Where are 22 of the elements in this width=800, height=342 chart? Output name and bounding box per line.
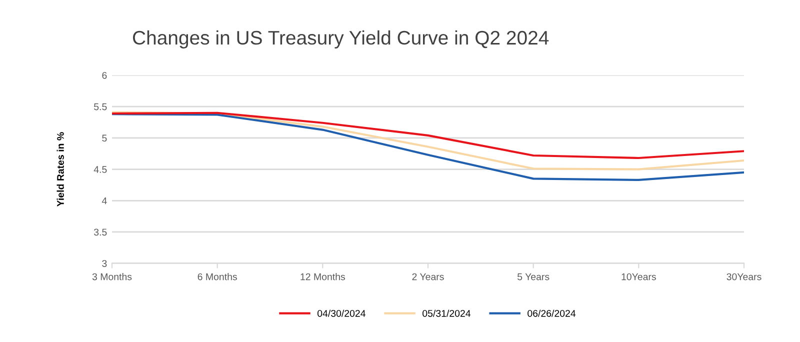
line-series (112, 113, 744, 181)
line-series (112, 112, 744, 160)
y-tick-label: 4.5 (94, 166, 107, 173)
x-tick-label: 12 Months (300, 273, 346, 280)
legend-label: 04/30/2024 (317, 310, 366, 317)
y-tick-label: 3.5 (94, 228, 107, 236)
y-tick-label: 6 (102, 72, 107, 79)
chart-title: Changes in US Treasury Yield Curve in Q2 2024 (132, 30, 549, 48)
y-tick-label: 5.5 (94, 103, 107, 110)
x-tick-label: 10Years (622, 273, 656, 280)
x-tick-label: 3 Months (92, 273, 132, 280)
y-tick-label: 3 (102, 260, 107, 267)
x-tick-label: 6 Months (198, 273, 237, 280)
legend-label: 06/26/2024 (528, 310, 576, 317)
x-tick-label: 30Years (726, 273, 762, 280)
x-tick-label: 5 Years (518, 273, 550, 280)
y-tick-label: 4 (102, 197, 107, 204)
y-tick-label: 5 (102, 134, 107, 142)
line-series (112, 111, 744, 170)
legend-label: 05/31/2024 (422, 310, 471, 317)
y-axis-title: Yield Rates in % (56, 132, 64, 206)
x-tick-label: 2 Years (412, 273, 444, 280)
